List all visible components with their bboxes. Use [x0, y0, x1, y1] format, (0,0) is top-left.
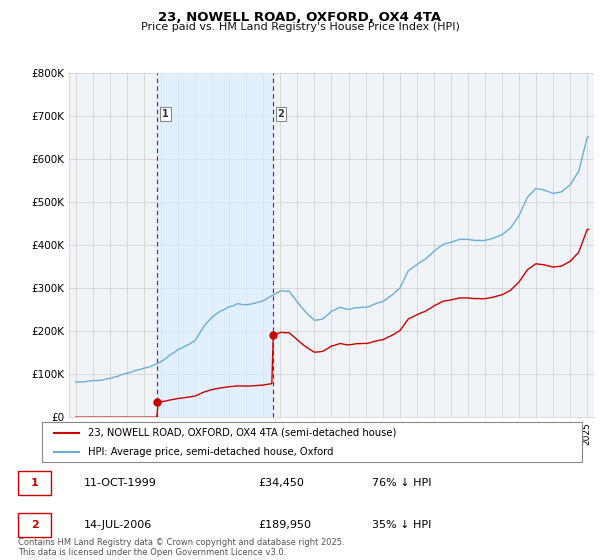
Text: 14-JUL-2006: 14-JUL-2006 [84, 520, 152, 530]
Text: 1: 1 [163, 109, 169, 119]
Text: £34,450: £34,450 [258, 478, 304, 488]
Text: 11-OCT-1999: 11-OCT-1999 [84, 478, 157, 488]
Text: £189,950: £189,950 [258, 520, 311, 530]
FancyBboxPatch shape [18, 470, 51, 496]
Text: 35% ↓ HPI: 35% ↓ HPI [372, 520, 431, 530]
Text: Price paid vs. HM Land Registry's House Price Index (HPI): Price paid vs. HM Land Registry's House … [140, 22, 460, 32]
Text: 23, NOWELL ROAD, OXFORD, OX4 4TA: 23, NOWELL ROAD, OXFORD, OX4 4TA [158, 11, 442, 24]
Text: Contains HM Land Registry data © Crown copyright and database right 2025.
This d: Contains HM Land Registry data © Crown c… [18, 538, 344, 557]
Text: 23, NOWELL ROAD, OXFORD, OX4 4TA (semi-detached house): 23, NOWELL ROAD, OXFORD, OX4 4TA (semi-d… [88, 428, 396, 438]
Text: 2: 2 [278, 109, 284, 119]
Bar [157, 73, 272, 417]
Text: HPI: Average price, semi-detached house, Oxford: HPI: Average price, semi-detached house,… [88, 447, 334, 457]
FancyBboxPatch shape [42, 422, 582, 462]
FancyBboxPatch shape [18, 513, 51, 538]
Text: 76% ↓ HPI: 76% ↓ HPI [372, 478, 431, 488]
Text: 2: 2 [31, 520, 38, 530]
Text: 1: 1 [31, 478, 38, 488]
